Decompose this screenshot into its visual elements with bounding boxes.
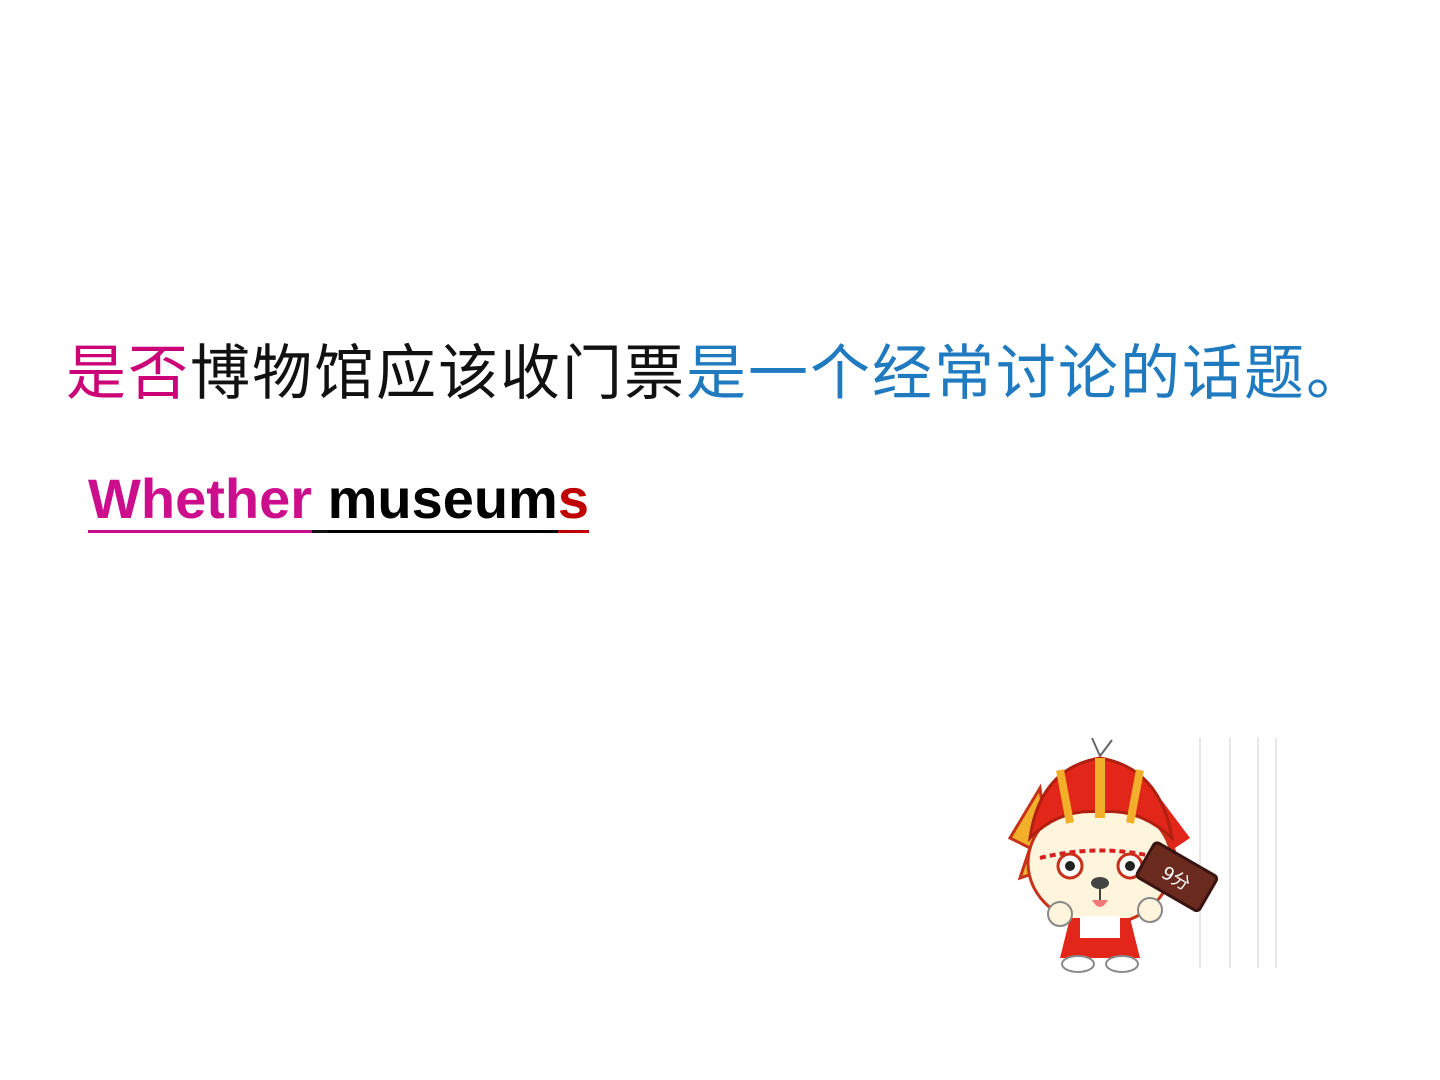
en-word-whether: Whether — [88, 467, 312, 533]
cn-part-topic: 是一个经常讨论的话题。 — [686, 339, 1368, 409]
en-plural-s: s — [557, 467, 590, 533]
cn-part-whether: 是否 — [66, 339, 190, 409]
chinese-sentence: 是否博物馆应该收门票是一个经常讨论的话题。 — [66, 336, 1368, 412]
en-word-museum: museum — [327, 467, 558, 533]
cn-part-museum-ticket: 博物馆应该收门票 — [190, 339, 686, 409]
en-space — [312, 467, 328, 533]
cartoon-dog-mascot-icon: 9分 — [1000, 728, 1290, 978]
english-phrase: Whether museums — [88, 466, 590, 533]
